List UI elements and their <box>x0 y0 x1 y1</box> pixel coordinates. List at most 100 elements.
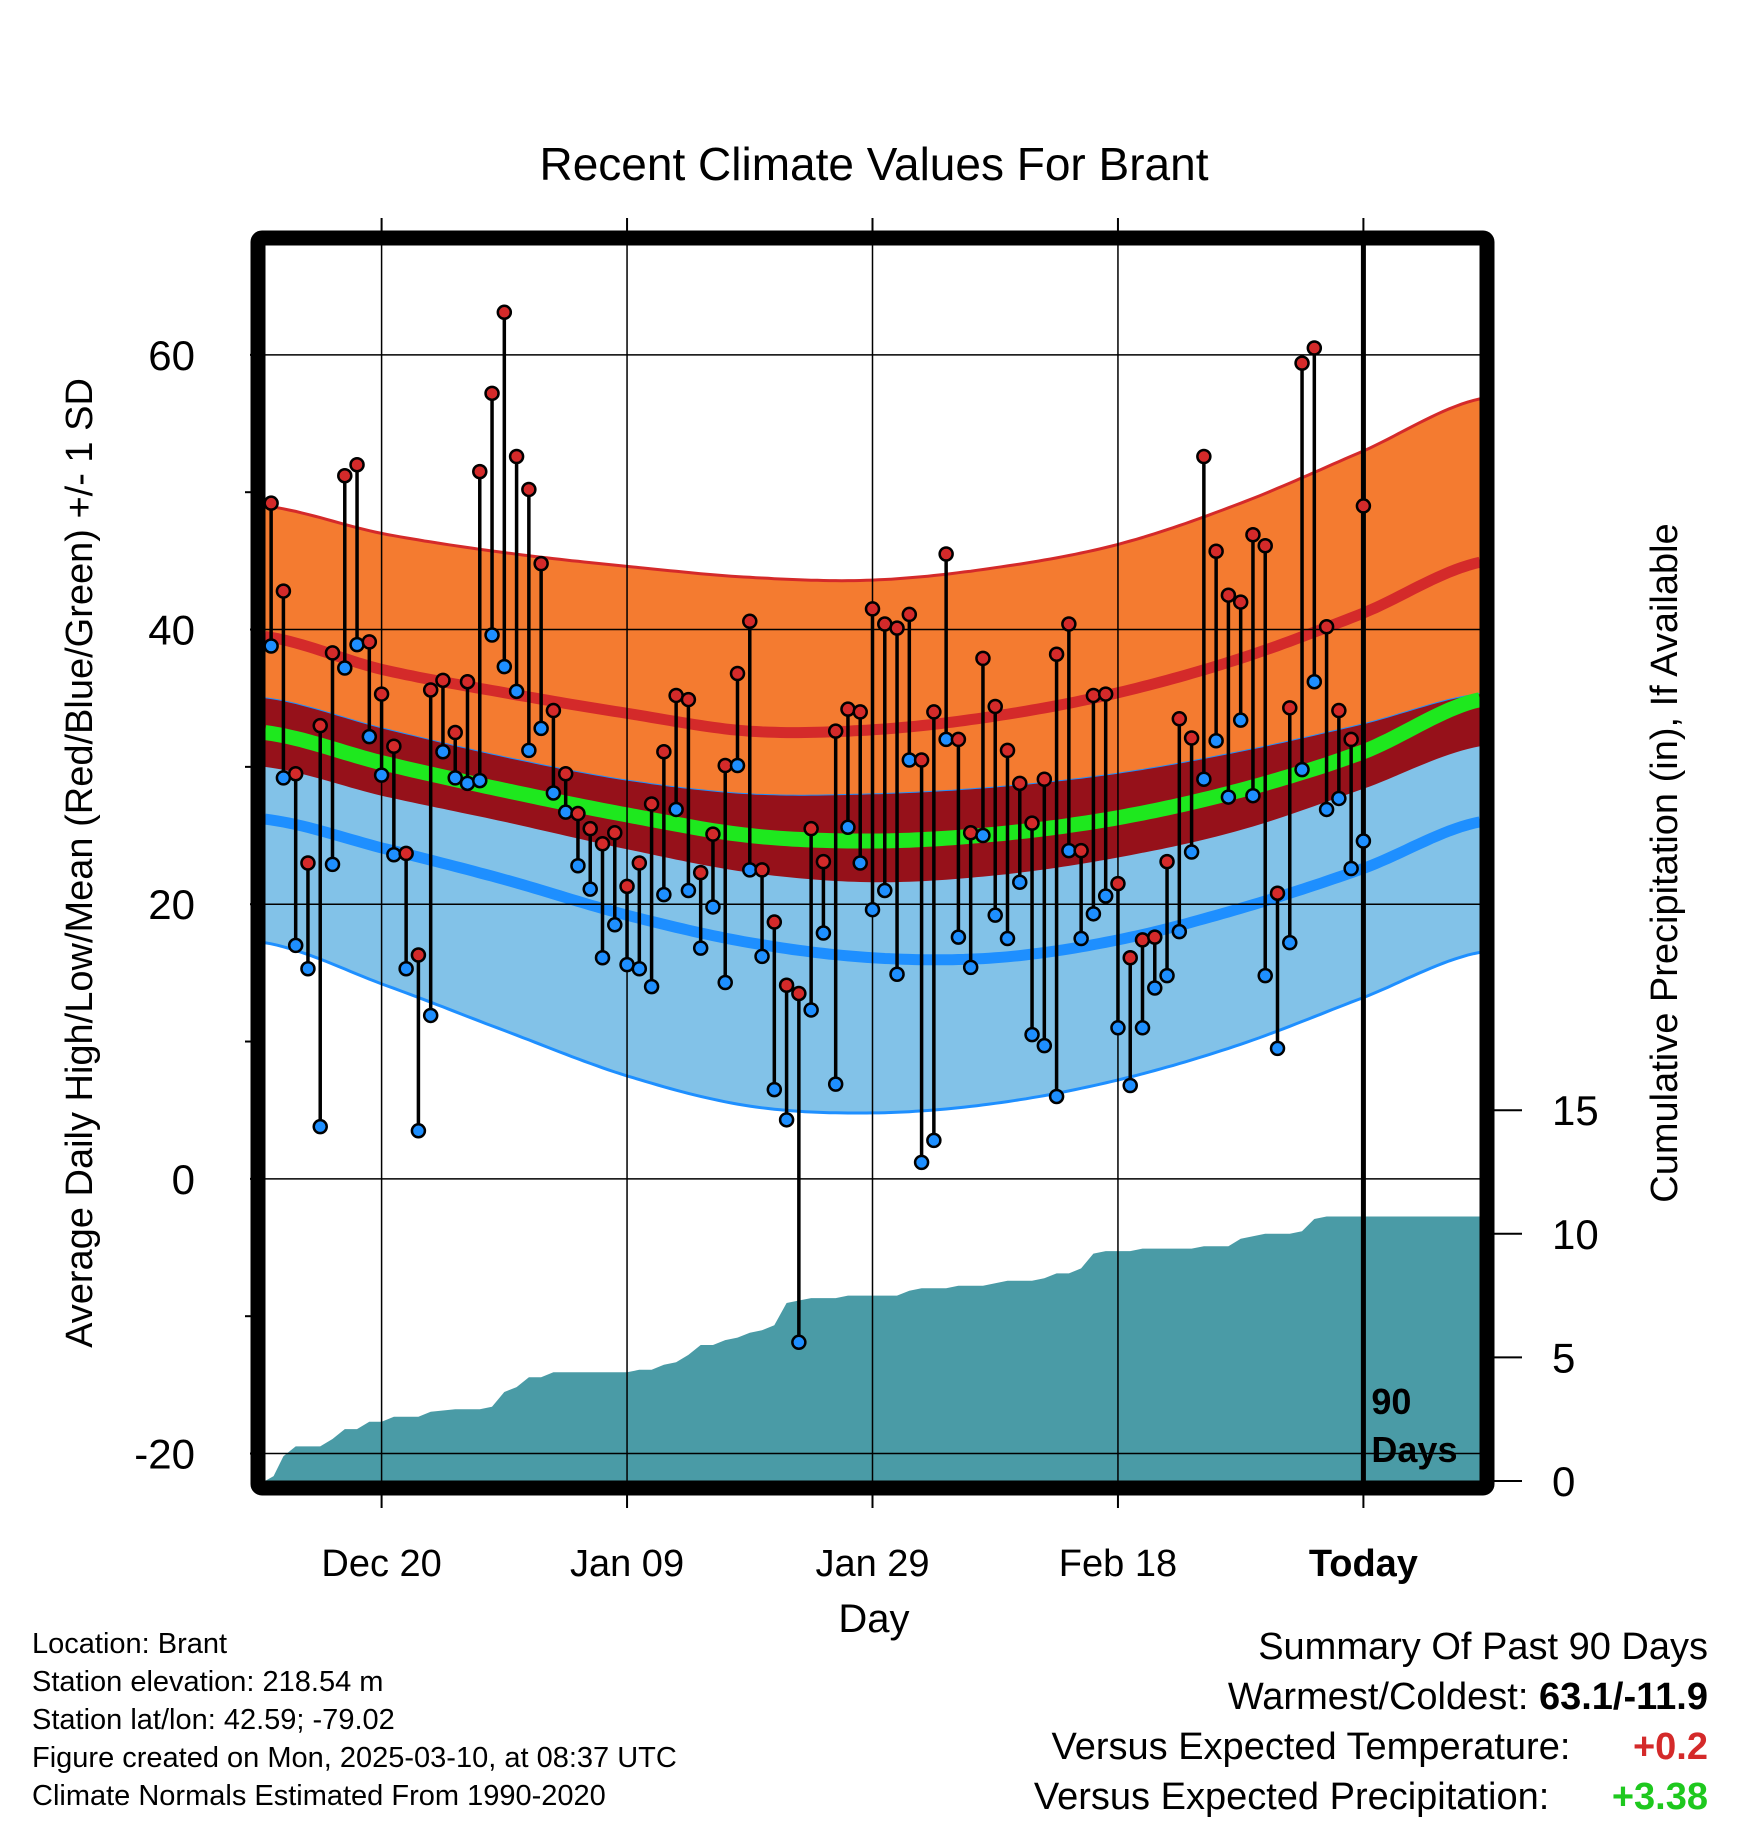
day-low-point <box>533 720 549 737</box>
precip-label: Versus Expected Precipitation: <box>1033 1776 1550 1818</box>
day-high-point <box>1147 929 1163 945</box>
temp-value: +0.2 <box>1632 1726 1708 1768</box>
day-high-point <box>1073 842 1089 859</box>
day-high-point <box>1012 775 1028 792</box>
day-low-point <box>1306 673 1323 690</box>
x-tick-label: Dec 20 <box>321 1543 441 1585</box>
y-axis-label: Average Daily High/Low/Mean (Red/Blue/Gr… <box>59 378 101 1348</box>
day-high-point <box>889 620 905 636</box>
day-low-point <box>766 1081 783 1098</box>
day-high-point <box>1282 700 1298 716</box>
chart-title: Recent Climate Values For Brant <box>540 138 1209 190</box>
day-low-point <box>1294 761 1310 778</box>
period-label: Days <box>1371 1429 1457 1470</box>
day-high-point <box>557 765 574 782</box>
day-high-point <box>729 665 746 682</box>
day-low-point <box>729 757 746 774</box>
day-high-point <box>631 855 648 871</box>
elevation-text: Station elevation: 218.54 m <box>32 1666 384 1698</box>
day-high-point <box>1294 355 1310 371</box>
day-high-point <box>692 864 709 881</box>
x-tick-label: Jan 09 <box>570 1543 684 1585</box>
day-low-point <box>1220 789 1237 805</box>
day-high-point <box>373 686 390 702</box>
day-low-point <box>1147 980 1163 996</box>
day-high-point <box>643 796 660 812</box>
day-high-point <box>840 701 856 717</box>
day-high-point <box>791 985 807 1002</box>
day-high-point <box>324 645 341 661</box>
day-low-point <box>987 907 1003 923</box>
day-low-point <box>1183 844 1200 860</box>
day-high-point <box>435 672 451 689</box>
day-low-point <box>840 819 856 836</box>
day-high-point <box>1110 875 1126 892</box>
day-low-point <box>557 804 574 820</box>
day-low-point <box>1331 790 1347 807</box>
day-low-point <box>1085 906 1102 922</box>
day-low-point <box>1048 1088 1065 1105</box>
day-high-point <box>508 448 525 465</box>
day-high-point <box>864 601 881 617</box>
day-low-point <box>1171 923 1188 940</box>
day-low-point <box>680 882 697 899</box>
day-high-point <box>754 862 770 878</box>
day-low-point <box>803 1002 819 1018</box>
day-low-point <box>1012 874 1028 890</box>
day-high-point <box>582 820 598 837</box>
day-low-point <box>312 1118 328 1135</box>
normal-mean-band <box>265 694 1480 883</box>
day-low-point <box>1134 1020 1151 1036</box>
day-high-point <box>1097 686 1114 702</box>
day-high-point <box>361 634 378 650</box>
day-high-point <box>1036 771 1053 787</box>
day-high-point <box>975 650 991 667</box>
day-high-point <box>827 723 844 739</box>
day-high-point <box>459 673 476 690</box>
day-low-point <box>508 683 525 700</box>
day-high-point <box>656 744 672 760</box>
x-tick-label: Today <box>1309 1543 1418 1585</box>
day-low-point <box>999 930 1016 947</box>
day-low-point <box>778 1112 795 1128</box>
day-high-point <box>950 731 967 748</box>
day-low-point <box>263 638 279 654</box>
precip-value: +3.38 <box>1611 1776 1708 1818</box>
day-low-point <box>926 1132 942 1149</box>
day-high-point <box>778 977 795 993</box>
day-high-point <box>422 682 439 698</box>
day-high-point <box>1134 932 1151 948</box>
day-low-point <box>1269 1040 1286 1057</box>
day-high-point <box>570 805 586 822</box>
day-low-point <box>975 827 991 844</box>
day-low-point <box>1024 1026 1040 1043</box>
day-low-point <box>950 929 967 945</box>
day-low-point <box>386 847 402 863</box>
y2-tick-label: 0 <box>1552 1458 1575 1505</box>
day-low-point <box>324 856 341 873</box>
summary-precip-row: Versus Expected Precipitation: +3.38 <box>1034 1772 1708 1822</box>
day-high-point <box>386 738 402 755</box>
day-low-point <box>864 901 881 918</box>
day-high-point <box>1085 687 1102 704</box>
day-low-point <box>1097 888 1114 904</box>
day-high-point <box>312 717 328 734</box>
day-low-point <box>410 1123 427 1139</box>
day-low-point <box>852 855 868 871</box>
day-low-point <box>1232 712 1249 728</box>
day-high-point <box>545 702 562 719</box>
x-tick-label: Feb 18 <box>1059 1543 1177 1585</box>
day-low-point <box>668 801 684 818</box>
day-high-point <box>410 947 427 963</box>
day-high-point <box>1196 448 1212 465</box>
day-high-point <box>496 304 513 321</box>
day-high-point <box>742 613 758 630</box>
summary-panel: Summary Of Past 90 Days Warmest/Coldest:… <box>1034 1622 1708 1822</box>
day-high-point <box>852 704 868 720</box>
day-high-point <box>926 704 942 720</box>
latlon-text: Station lat/lon: 42.59; -79.02 <box>32 1704 395 1736</box>
day-high-point <box>300 855 316 871</box>
day-low-point <box>545 785 562 801</box>
day-low-point <box>877 882 893 899</box>
